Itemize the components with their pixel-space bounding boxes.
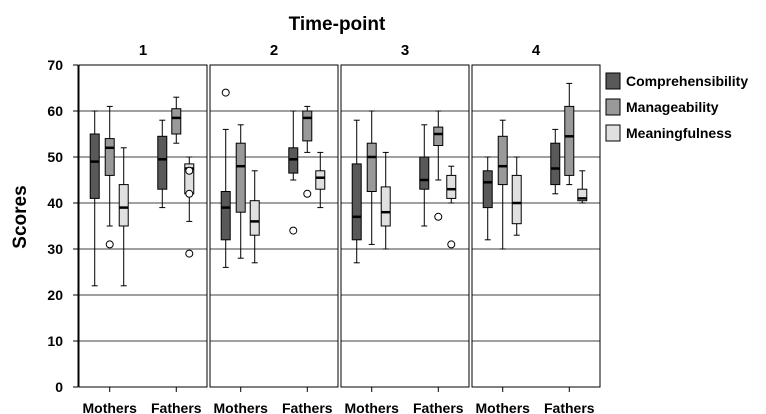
panel-label: 2 [270,42,278,59]
iqr-box [249,200,260,236]
iqr-box [564,105,575,176]
y-tick-label: 60 [47,103,63,119]
iqr-box [433,126,444,146]
legend: Comprehensibility Manageability Meaningful… [605,72,748,142]
x-tick-label: Fathers [544,400,595,414]
box-manageability-mothers [497,119,508,250]
outlier-point [447,240,456,249]
y-tick-label: 20 [47,287,63,303]
iqr-box [157,135,168,190]
iqr-box [577,188,588,202]
outlier-point [105,240,114,249]
outlier-point [185,189,194,198]
panel-frame [471,64,601,388]
outlier-point [185,166,194,175]
iqr-box [171,108,182,135]
iqr-box [482,170,493,209]
y-axis-label: Scores [10,185,31,248]
panel-frame [340,64,470,388]
box-comprehensibility-mothers [351,119,362,264]
box-meaningfulness-fathers [577,170,588,204]
box-manageability-fathers [564,82,575,186]
iqr-box [366,142,377,192]
iqr-box [351,163,362,241]
y-tick-label: 10 [47,333,63,349]
box-comprehensibility-fathers [550,128,561,195]
legend-label: Manageability [626,99,719,115]
panel-3: 3 Mothers Fathers [340,42,470,414]
legend-swatch [605,72,621,90]
box-comprehensibility-mothers [220,88,231,268]
box-manageability-mothers [235,124,246,259]
outlier-point [289,226,298,235]
x-tick-label: Fathers [151,400,202,414]
legend-swatch [605,124,621,142]
iqr-box [104,138,115,176]
iqr-box [380,186,391,227]
panel-background [79,65,207,387]
box-meaningfulness-fathers [184,156,195,258]
x-tick-label: Mothers [475,400,530,414]
box-meaningfulness-mothers [249,170,260,264]
x-tick-label: Mothers [82,400,137,414]
panel-4: 4 Mothers Fathers [471,42,601,414]
x-tick-label: Mothers [344,400,399,414]
panel-frame [78,64,208,388]
iqr-box [446,174,457,199]
y-tick-label: 0 [55,379,63,395]
box-manageability-mothers [366,110,377,245]
panel-1: 1 Mothers Fathers [78,42,208,414]
box-comprehensibility-mothers [482,156,493,241]
iqr-box [302,110,313,142]
x-tick-label: Fathers [413,400,464,414]
box-manageability-mothers [104,105,115,249]
panel-label: 3 [401,42,409,59]
box-comprehensibility-fathers [419,124,430,227]
box-manageability-fathers [302,105,313,198]
outlier-point [303,189,312,198]
box-meaningfulness-mothers [380,151,391,250]
outlier-point [221,88,230,97]
x-tick-label: Mothers [213,400,268,414]
y-axis: 0 10 20 30 40 50 60 70 [47,57,79,395]
iqr-box [511,174,522,225]
x-tick-label: Fathers [282,400,333,414]
panels: 1 Mothers Fathers 2 Mothers Fathers 3 Mothers Fa… [78,42,601,414]
outlier-point [434,212,443,221]
box-manageability-fathers [171,96,182,144]
y-tick-label: 40 [47,195,63,211]
iqr-box [550,142,561,186]
panel-label: 1 [139,42,147,59]
iqr-box [235,142,246,213]
panel-background [341,65,469,387]
box-comprehensibility-fathers [288,110,299,235]
box-meaningfulness-fathers [446,165,457,249]
panel-2: 2 Mothers Fathers [209,42,339,414]
box-meaningfulness-fathers [315,151,326,209]
box-meaningfulness-mothers [511,156,522,236]
box-manageability-fathers [433,110,444,221]
y-tick-label: 50 [47,149,63,165]
box-comprehensibility-mothers [89,110,100,287]
legend-label: Meaningfulness [626,125,732,141]
iqr-box [220,191,231,241]
iqr-box [89,133,100,199]
y-tick-label: 70 [47,57,63,73]
panel-frame [209,64,339,388]
panel-label: 4 [532,42,541,59]
y-tick-label: 30 [47,241,63,257]
panel-background [472,65,600,387]
outlier-point [185,249,194,258]
panel-background [210,65,338,387]
iqr-box [419,156,430,190]
legend-swatch [605,98,621,116]
iqr-box [315,170,326,190]
iqr-box [497,135,508,186]
box-meaningfulness-mothers [118,147,129,287]
legend-label: Comprehensibility [626,73,748,89]
chart-title: Time-point [289,14,386,35]
iqr-box [118,184,129,227]
box-comprehensibility-fathers [157,119,168,209]
